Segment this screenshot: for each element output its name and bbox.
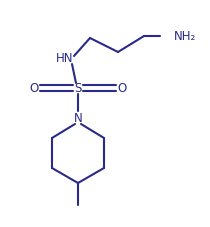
Text: N: N bbox=[74, 111, 82, 124]
Text: NH₂: NH₂ bbox=[174, 30, 196, 42]
Text: S: S bbox=[74, 81, 82, 94]
Text: O: O bbox=[117, 81, 127, 94]
Text: O: O bbox=[29, 81, 39, 94]
Text: HN: HN bbox=[56, 52, 74, 64]
